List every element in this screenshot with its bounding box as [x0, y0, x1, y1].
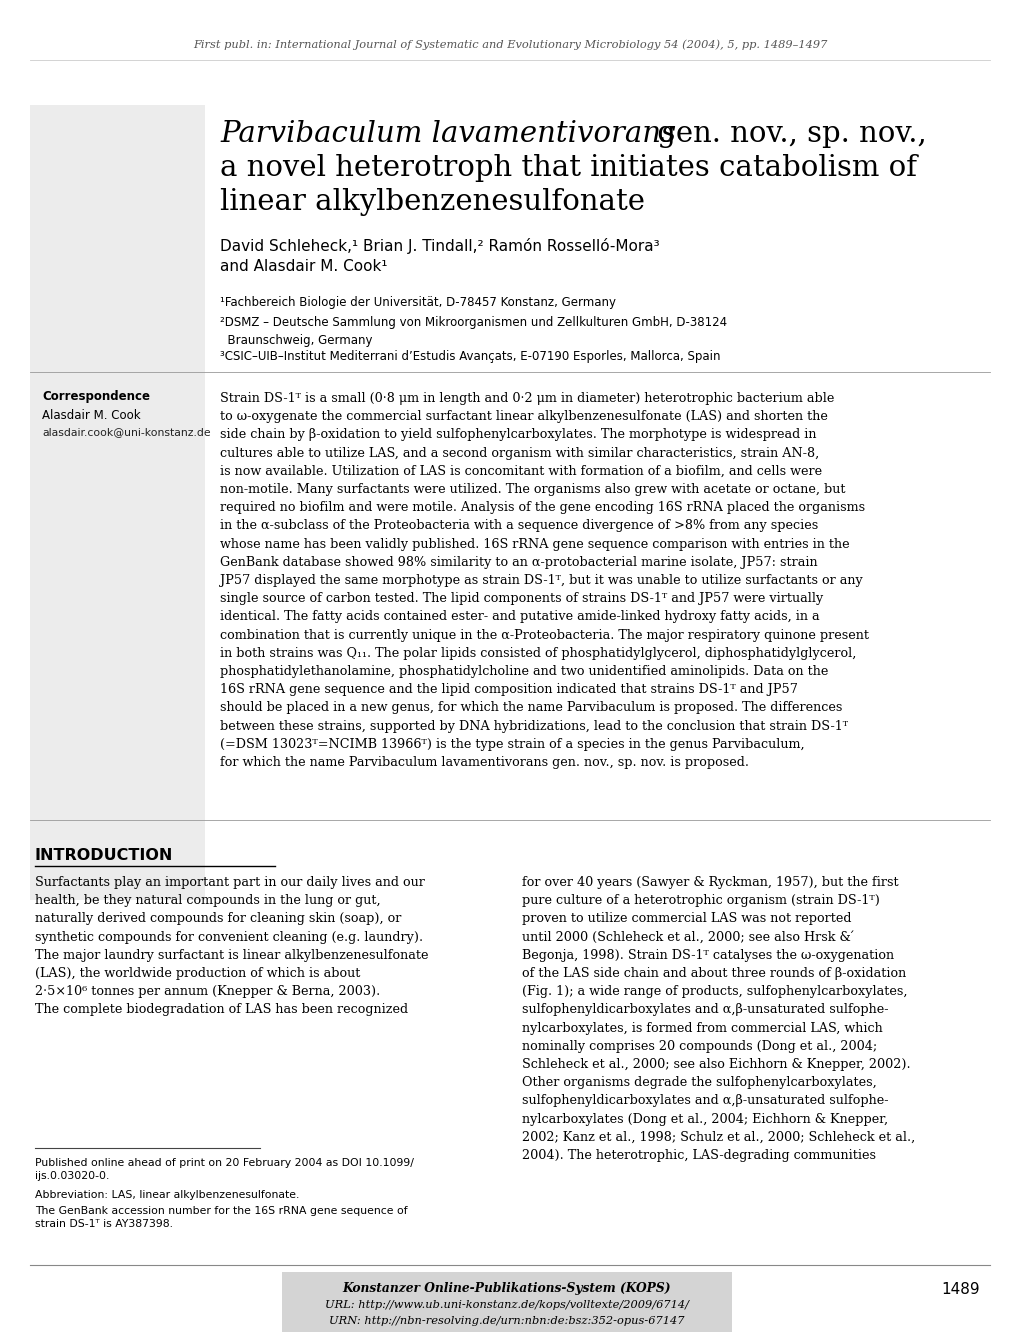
Text: URN: http://nbn-resolving.de/urn:nbn:de:bsz:352-opus-67147: URN: http://nbn-resolving.de/urn:nbn:de:…: [329, 1316, 684, 1327]
Text: gen. nov., sp. nov.,: gen. nov., sp. nov.,: [647, 121, 926, 147]
Text: and Alasdair M. Cook¹: and Alasdair M. Cook¹: [220, 259, 387, 273]
Text: Abbreviation: LAS, linear alkylbenzenesulfonate.: Abbreviation: LAS, linear alkylbenzenesu…: [35, 1190, 300, 1201]
Text: The GenBank accession number for the 16S rRNA gene sequence of
strain DS-1ᵀ is A: The GenBank accession number for the 16S…: [35, 1206, 408, 1229]
Text: URL: http://www.ub.uni-konstanz.de/kops/volltexte/2009/6714/: URL: http://www.ub.uni-konstanz.de/kops/…: [325, 1300, 688, 1311]
Bar: [30, 105, 205, 900]
Text: ²DSMZ – Deutsche Sammlung von Mikroorganismen und Zellkulturen GmbH, D-38124
  B: ²DSMZ – Deutsche Sammlung von Mikroorgan…: [220, 316, 727, 347]
Text: First publ. in: International Journal of Systematic and Evolutionary Microbiolog: First publ. in: International Journal of…: [193, 40, 826, 51]
Text: linear alkylbenzenesulfonate: linear alkylbenzenesulfonate: [220, 188, 644, 216]
Text: David Schleheck,¹ Brian J. Tindall,² Ramón Rosselló-Mora³: David Schleheck,¹ Brian J. Tindall,² Ram…: [220, 239, 659, 255]
Text: Strain DS-1ᵀ is a small (0·8 μm in length and 0·2 μm in diameter) heterotrophic : Strain DS-1ᵀ is a small (0·8 μm in lengt…: [220, 393, 868, 769]
Text: Alasdair M. Cook: Alasdair M. Cook: [42, 409, 141, 422]
Text: for over 40 years (Sawyer & Ryckman, 1957), but the first
pure culture of a hete: for over 40 years (Sawyer & Ryckman, 195…: [522, 876, 914, 1162]
Text: Surfactants play an important part in our daily lives and our
health, be they na: Surfactants play an important part in ou…: [35, 876, 428, 1017]
Text: a novel heterotroph that initiates catabolism of: a novel heterotroph that initiates catab…: [220, 154, 916, 182]
Text: Published online ahead of print on 20 February 2004 as DOI 10.1099/
ijs.0.03020-: Published online ahead of print on 20 Fe…: [35, 1158, 414, 1181]
Bar: [281, 1272, 732, 1332]
Text: ¹Fachbereich Biologie der Universität, D-78457 Konstanz, Germany: ¹Fachbereich Biologie der Universität, D…: [220, 296, 615, 310]
Text: Parvibaculum lavamentivorans: Parvibaculum lavamentivorans: [220, 121, 676, 147]
Text: ³CSIC–UIB–Institut Mediterrani d’Estudis Avançats, E-07190 Esporles, Mallorca, S: ³CSIC–UIB–Institut Mediterrani d’Estudis…: [220, 350, 719, 363]
Text: alasdair.cook@uni-konstanz.de: alasdair.cook@uni-konstanz.de: [42, 427, 210, 437]
Text: INTRODUCTION: INTRODUCTION: [35, 848, 173, 863]
Text: Correspondence: Correspondence: [42, 390, 150, 403]
Text: Konstanzer Online-Publikations-System (KOPS): Konstanzer Online-Publikations-System (K…: [342, 1282, 671, 1294]
Text: 1489: 1489: [941, 1282, 979, 1297]
